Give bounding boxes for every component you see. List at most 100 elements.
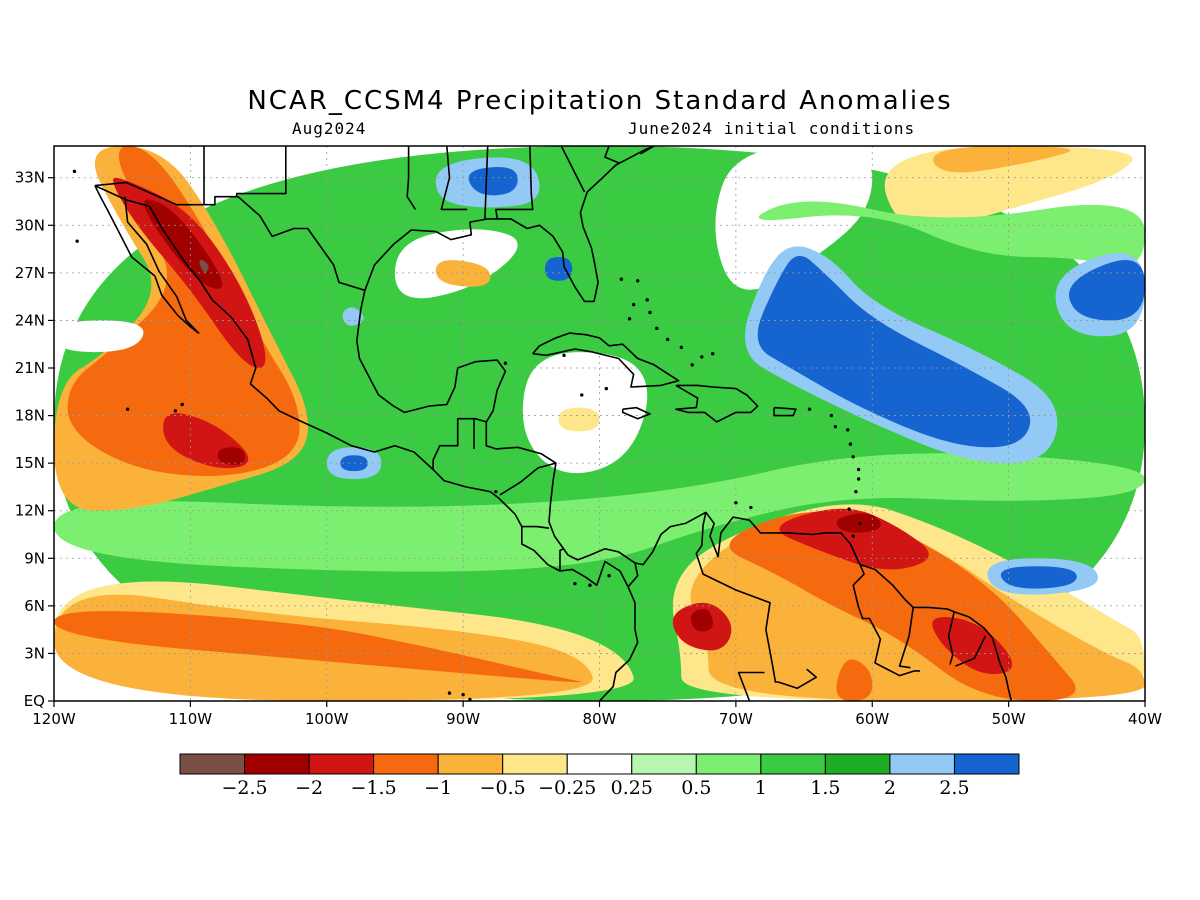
colorbar-swatch bbox=[437, 753, 504, 775]
anomaly-region-40 bbox=[54, 320, 144, 353]
coastline-2 bbox=[356, 290, 1013, 701]
island-marker bbox=[655, 326, 659, 331]
coastline-17 bbox=[852, 564, 920, 677]
island-marker bbox=[829, 413, 834, 418]
coastline-7 bbox=[773, 406, 797, 417]
coastline-5 bbox=[675, 384, 759, 423]
colorbar-label: −1 bbox=[424, 777, 452, 799]
island-marker bbox=[607, 574, 611, 578]
colorbar-label: −0.25 bbox=[538, 777, 596, 799]
island-marker bbox=[679, 345, 684, 350]
island-marker bbox=[856, 467, 861, 472]
colorbar-swatch bbox=[179, 753, 246, 775]
colorbar-label: −2.5 bbox=[221, 777, 267, 799]
colorbar-label: −2 bbox=[295, 777, 323, 799]
coastline-26 bbox=[484, 146, 489, 219]
anomaly-region-14 bbox=[67, 146, 300, 477]
island-marker bbox=[856, 477, 861, 481]
y-tick-label: 21N bbox=[15, 359, 45, 377]
colorbar-swatch bbox=[502, 753, 568, 775]
anomaly-region-19 bbox=[199, 259, 209, 273]
coastline-24 bbox=[406, 146, 417, 210]
island-marker bbox=[562, 353, 566, 358]
island-marker bbox=[180, 402, 184, 407]
colorbar-label: 1.5 bbox=[810, 777, 840, 799]
coastline-15 bbox=[695, 512, 779, 683]
coastline-3 bbox=[364, 146, 655, 303]
y-tick-label: 12N bbox=[15, 502, 45, 520]
y-tick-label: 6N bbox=[24, 597, 45, 615]
coastline-13 bbox=[559, 548, 565, 571]
coastline-30 bbox=[640, 146, 655, 155]
coastline-25 bbox=[440, 146, 468, 211]
coastline-20 bbox=[955, 635, 987, 667]
valid-month-label: Aug2024 bbox=[292, 119, 367, 138]
colorbar-label: −0.5 bbox=[480, 777, 526, 799]
initial-conditions-label: June2024 initial conditions bbox=[628, 119, 916, 138]
y-tick-label: 24N bbox=[15, 311, 45, 329]
anomaly-region-41 bbox=[836, 659, 873, 701]
island-marker bbox=[847, 507, 851, 511]
x-tick-label: 60W bbox=[855, 710, 889, 728]
y-axis: EQ 3N 6N 9N 12N 15N 18N 21N 24N 27N 30N 33N bbox=[15, 169, 54, 710]
colorbar-label: 0.25 bbox=[611, 777, 653, 799]
coastline-11 bbox=[499, 462, 557, 496]
colorbar-swatch bbox=[373, 753, 439, 775]
coastline-borders bbox=[72, 146, 1013, 701]
colorbar-swatch bbox=[631, 753, 697, 775]
y-tick-label: 27N bbox=[15, 264, 45, 282]
coastline-28 bbox=[560, 146, 586, 193]
island-marker bbox=[734, 501, 738, 505]
anomaly-region-31 bbox=[1069, 260, 1145, 321]
coastline-21 bbox=[777, 668, 818, 690]
x-tick-label: 120W bbox=[32, 710, 76, 728]
island-marker bbox=[461, 692, 465, 697]
island-marker bbox=[807, 407, 812, 411]
island-marker bbox=[503, 361, 508, 365]
chart-title: NCAR_CCSM4 Precipitation Standard Anomal… bbox=[247, 86, 953, 116]
island-marker bbox=[604, 386, 609, 391]
anomaly-region-27 bbox=[758, 201, 1145, 267]
y-tick-label: 9N bbox=[24, 549, 45, 567]
anomaly-region-33 bbox=[1000, 566, 1077, 589]
y-tick-label: 15N bbox=[15, 454, 45, 472]
coastline-22 bbox=[235, 146, 287, 197]
island-marker bbox=[573, 581, 577, 586]
coastline-9 bbox=[432, 417, 487, 470]
island-marker bbox=[854, 489, 858, 494]
island-marker bbox=[690, 363, 694, 367]
colorbar-label: −1.5 bbox=[351, 777, 397, 799]
island-marker bbox=[700, 355, 704, 359]
colorbar-label: 2.5 bbox=[939, 777, 969, 799]
anomaly-region-9 bbox=[932, 616, 1013, 675]
island-marker bbox=[648, 310, 652, 315]
coastline-8 bbox=[94, 181, 366, 292]
anomaly-region-8 bbox=[779, 508, 929, 570]
colorbar-swatch bbox=[953, 753, 1020, 775]
colorbar-label: 2 bbox=[884, 777, 896, 799]
island-marker bbox=[858, 521, 862, 526]
island-marker bbox=[173, 409, 178, 413]
island-marker bbox=[494, 489, 498, 494]
x-tick-label: 50W bbox=[992, 710, 1026, 728]
island-marker bbox=[125, 407, 130, 411]
coastline-16 bbox=[737, 671, 765, 701]
anomaly-region-17 bbox=[217, 447, 245, 465]
island-marker bbox=[580, 393, 584, 397]
anomaly-region-29 bbox=[757, 255, 1031, 448]
y-tick-label: 18N bbox=[15, 407, 45, 425]
coastline-18 bbox=[898, 607, 914, 669]
island-marker bbox=[627, 317, 632, 321]
colorbar-label: 1 bbox=[755, 777, 767, 799]
anomaly-region-12 bbox=[690, 608, 713, 632]
island-marker bbox=[749, 505, 753, 510]
colorbar: −2.5 −2 −1.5 −1 −0.5 −0.25 0.25 0.5 1 1.5 2 2.5 bbox=[179, 753, 1020, 799]
y-tick-label: EQ bbox=[24, 692, 45, 710]
x-axis: 120W 110W 100W 90W 80W 70W 60W 50W 40W bbox=[32, 701, 1162, 728]
island-marker bbox=[75, 239, 79, 243]
x-tick-label: 100W bbox=[305, 710, 349, 728]
coastline-14 bbox=[627, 562, 639, 588]
coastline-27 bbox=[495, 146, 534, 220]
colorbar-swatch bbox=[566, 753, 633, 775]
